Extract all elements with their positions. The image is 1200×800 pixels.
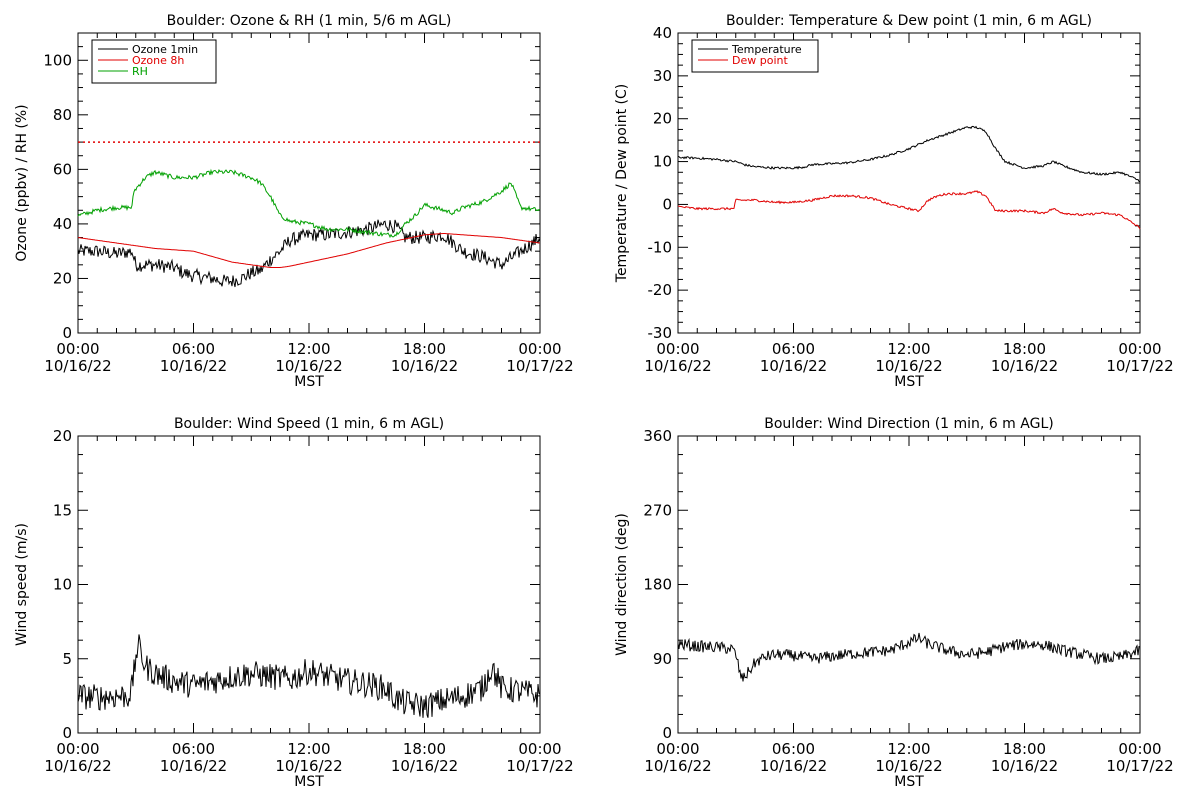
x-tick-label-time: 18:00 [403, 340, 446, 358]
x-tick-label-time: 12:00 [287, 340, 330, 358]
x-tick-label-time: 00:00 [56, 740, 99, 758]
x-tick-label-date: 10/16/22 [275, 757, 342, 775]
x-tick-label-time: 00:00 [518, 740, 561, 758]
legend-entry: RH [132, 65, 148, 78]
y-tick-label: 0 [62, 324, 72, 342]
series-line-dew-point [678, 190, 1141, 230]
x-axis-label: MST [294, 774, 324, 790]
y-tick-label: 20 [53, 269, 72, 287]
legend-box [691, 39, 819, 73]
y-tick-label: 10 [53, 576, 72, 594]
y-tick-label: 20 [653, 110, 672, 128]
x-tick-label-time: 06:00 [172, 740, 215, 758]
y-tick-label: 40 [653, 24, 672, 42]
x-axis-label: MST [294, 374, 324, 390]
y-axis-label: Wind direction (deg) [614, 513, 630, 656]
x-tick-label-time: 18:00 [403, 740, 446, 758]
x-tick-label-date: 10/17/22 [506, 357, 573, 375]
x-tick-label-time: 06:00 [172, 340, 215, 358]
x-tick-label-date: 10/16/22 [875, 757, 942, 775]
y-tick-label: -20 [648, 281, 673, 299]
y-tick-label: -30 [648, 324, 673, 342]
x-tick-label-time: 00:00 [1118, 740, 1161, 758]
x-tick-label-time: 00:00 [656, 340, 699, 358]
y-tick-label: 0 [62, 724, 72, 742]
x-tick-label-date: 10/16/22 [391, 357, 458, 375]
x-tick-label-date: 10/17/22 [1106, 357, 1173, 375]
legend-entry: Ozone 8h [132, 54, 184, 67]
x-tick-label-time: 18:00 [1003, 340, 1046, 358]
series-line-ozone-8h [77, 233, 541, 268]
x-tick-label-date: 10/16/22 [760, 357, 827, 375]
x-tick-label-date: 10/16/22 [275, 357, 342, 375]
x-axis-label: MST [894, 774, 924, 790]
x-tick-label-time: 06:00 [772, 740, 815, 758]
x-tick-label-date: 10/17/22 [506, 757, 573, 775]
legend-entry: Ozone 1min [132, 43, 198, 56]
y-axis-label: Ozone (ppbv) / RH (%) [14, 104, 30, 261]
x-tick-label-time: 12:00 [287, 740, 330, 758]
x-tick-label-time: 12:00 [887, 740, 930, 758]
y-tick-label: 20 [53, 427, 72, 445]
wind-speed-chart: Boulder: Wind Speed (1 min, 6 m AGL) 0 5 10… [14, 416, 574, 790]
y-tick-label: 90 [653, 650, 672, 668]
y-tick-label: 80 [53, 106, 72, 124]
chart-title: Boulder: Wind Direction (1 min, 6 m AGL) [764, 416, 1053, 432]
ozone-rh-chart: Boulder: Ozone & RH (1 min, 5/6 m AGL) 0 2… [14, 13, 574, 390]
y-tick-label: 360 [643, 427, 672, 445]
x-tick-label-date: 10/16/22 [391, 757, 458, 775]
x-tick-label-time: 00:00 [56, 340, 99, 358]
series-line-ozone-1min [77, 219, 541, 288]
y-tick-label: 60 [53, 160, 72, 178]
x-tick-label-date: 10/16/22 [760, 757, 827, 775]
x-tick-label-date: 10/16/22 [44, 757, 111, 775]
plot-frame [677, 32, 1141, 334]
x-tick-label-date: 10/16/22 [44, 357, 111, 375]
chart-title: Boulder: Ozone & RH (1 min, 5/6 m AGL) [167, 13, 452, 29]
x-tick-label-time: 00:00 [656, 740, 699, 758]
y-tick-label: 40 [53, 215, 72, 233]
y-tick-label: 270 [643, 501, 672, 519]
x-tick-label-date: 10/16/22 [991, 757, 1058, 775]
x-tick-label-time: 00:00 [518, 340, 561, 358]
legend-entry: Dew point [732, 54, 788, 67]
y-tick-label: 15 [53, 501, 72, 519]
series-line-series-0 [77, 634, 541, 718]
x-tick-label-time: 06:00 [772, 340, 815, 358]
temperature-dewpoint-chart: Boulder: Temperature & Dew point (1 min,… [614, 13, 1174, 390]
series-line-temperature [677, 125, 1141, 183]
x-tick-label-date: 10/16/22 [160, 357, 227, 375]
x-tick-label-date: 10/16/22 [644, 757, 711, 775]
x-tick-label-date: 10/16/22 [875, 357, 942, 375]
y-tick-label: 180 [643, 576, 672, 594]
y-axis-label: Temperature / Dew point (C) [614, 84, 630, 283]
legend-box [91, 39, 217, 84]
series-line-rh [77, 168, 541, 239]
y-tick-label: 0 [662, 724, 672, 742]
x-tick-label-date: 10/16/22 [991, 357, 1058, 375]
wind-direction-chart: Boulder: Wind Direction (1 min, 6 m AGL)… [614, 416, 1174, 790]
y-tick-label: 5 [62, 650, 72, 668]
series-line-series-0 [677, 632, 1141, 682]
x-axis-label: MST [894, 374, 924, 390]
y-tick-label: -10 [648, 238, 673, 256]
x-tick-label-time: 18:00 [1003, 740, 1046, 758]
x-tick-label-date: 10/16/22 [644, 357, 711, 375]
chart-title: Boulder: Temperature & Dew point (1 min,… [726, 13, 1092, 29]
plot-frame [677, 435, 1141, 734]
y-tick-label: 0 [662, 195, 672, 213]
x-tick-label-time: 00:00 [1118, 340, 1161, 358]
x-tick-label-date: 10/16/22 [160, 757, 227, 775]
y-tick-label: 100 [43, 51, 72, 69]
y-tick-label: 30 [653, 67, 672, 85]
legend-entry: Temperature [731, 43, 802, 56]
chart-title: Boulder: Wind Speed (1 min, 6 m AGL) [174, 416, 444, 432]
x-tick-label-date: 10/17/22 [1106, 757, 1173, 775]
y-tick-label: 10 [653, 153, 672, 171]
x-tick-label-time: 12:00 [887, 340, 930, 358]
y-axis-label: Wind speed (m/s) [14, 523, 30, 646]
